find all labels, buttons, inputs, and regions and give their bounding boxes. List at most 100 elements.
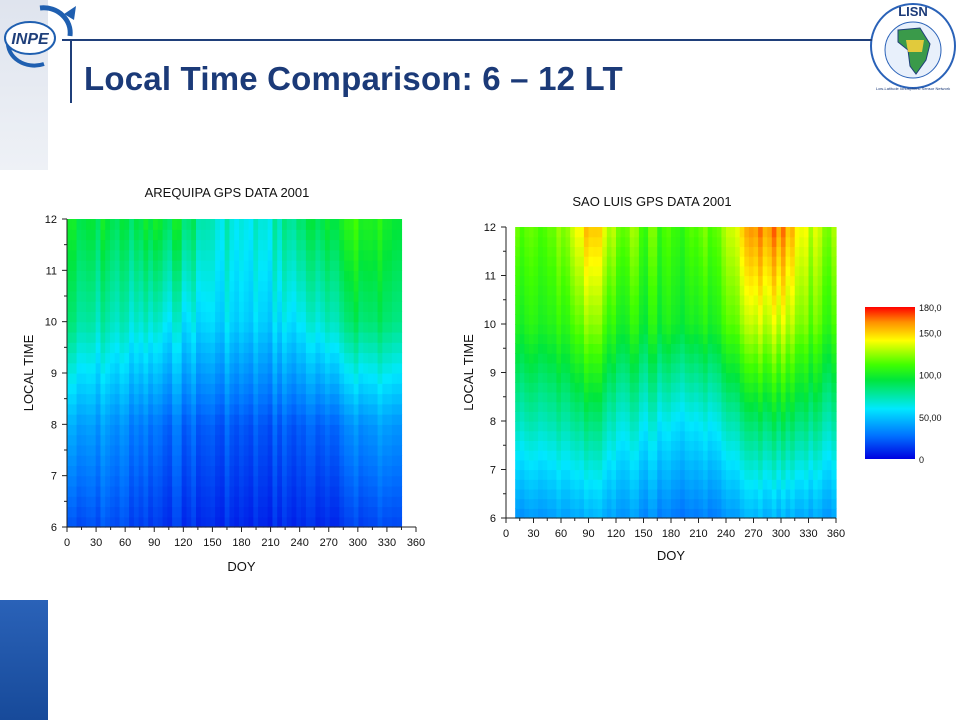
heatmap-cell [707,353,713,364]
heatmap-cell [790,362,796,374]
heatmap-cell [334,383,340,395]
heatmap-cell [698,285,704,296]
heatmap-cell [551,488,558,500]
heatmap-cell [556,421,562,432]
heatmap-cell [353,475,360,487]
heatmap-cell [781,488,787,500]
heatmap-cell [124,321,130,333]
heatmap-cell [524,459,530,471]
heatmap-cell [735,275,741,286]
heatmap-cell [239,403,245,415]
heatmap-cell [744,294,750,306]
heatmap-cell [67,311,73,323]
heatmap-cell [205,280,211,292]
heatmap-cell [739,256,745,267]
heatmap-cell [81,506,87,518]
colorbar-tick-label: 180,0 [919,303,942,313]
heatmap-cell [95,219,102,230]
heatmap-cell [524,343,530,354]
heatmap-cell [305,434,312,446]
heatmap-cell [767,421,773,432]
heatmap-cell [253,393,259,405]
heatmap-cell [611,450,617,461]
heatmap-cell [570,372,576,383]
heatmap-cell [353,516,360,528]
heatmap-cell [712,227,718,238]
heatmap-cell [272,249,278,261]
heatmap-cell [176,444,183,456]
heatmap-cell [119,229,125,241]
heatmap-cell [675,391,681,403]
heatmap-cell [234,383,240,395]
heatmap-cell [301,475,307,487]
heatmap-cell [803,498,810,509]
heatmap-cell [638,246,645,257]
heatmap-cell [556,401,562,412]
heatmap-cell [515,421,521,432]
heatmap-cell [785,488,791,500]
heatmap-cell [200,455,207,466]
heatmap-cell [90,434,97,446]
heatmap-cell [391,321,398,333]
heatmap-cell [671,294,677,306]
heatmap-cell [215,434,221,446]
heatmap-cell [110,455,116,466]
heatmap-cell [556,285,562,296]
heatmap-cell [813,372,819,383]
heatmap-cell [579,411,585,422]
heatmap-cell [735,372,741,383]
heatmap-cell [224,362,231,374]
heatmap-cell [248,465,254,477]
heatmap-cell [528,227,535,238]
heatmap-cell [382,496,388,508]
heatmap-cell [153,290,159,302]
heatmap-cell [817,508,823,519]
heatmap-cell [100,239,106,251]
heatmap-cell [310,362,317,374]
heatmap-cell [703,488,709,500]
heatmap-cell [634,411,640,422]
heatmap-cell [652,333,658,344]
heatmap-cell [363,311,369,323]
heatmap-cell [272,270,278,282]
heatmap-cell [67,331,73,343]
heatmap-cell [229,239,235,251]
heatmap-cell [258,249,264,261]
heatmap-cell [100,260,106,271]
heatmap-cell [648,362,654,374]
heatmap-cell [634,372,640,383]
heatmap-cell [579,304,585,315]
heatmap-cell [625,343,631,354]
heatmap-cell [215,362,221,374]
heatmap-cell [305,229,312,241]
heatmap-cell [634,285,640,296]
heatmap-cell [286,331,293,343]
heatmap-cell [781,382,787,393]
heatmap-cell [368,485,374,497]
heatmap-cell [243,475,250,487]
heatmap-cell [698,246,704,257]
heatmap-cell [739,353,745,364]
heatmap-cell [822,411,828,422]
heatmap-cell [67,383,73,395]
heatmap-cell [799,256,805,267]
heatmap-cell [776,285,782,296]
heatmap-cell [593,391,599,403]
heatmap-cell [583,324,590,335]
heatmap-cell [205,496,211,508]
heatmap-cell [205,342,211,354]
heatmap-cell [693,265,700,277]
heatmap-cell [684,256,690,267]
heatmap-cell [666,343,672,354]
heatmap-cell [176,331,183,343]
heatmap-cell [721,450,727,461]
heatmap-cell [661,469,668,480]
heatmap-cell [377,506,383,518]
heatmap-cell [200,465,207,477]
heatmap-cell [716,275,723,286]
heatmap-cell [826,275,833,286]
heatmap-cell [611,372,617,383]
heatmap-cell [515,275,521,286]
heatmap-cell [831,391,837,403]
heatmap-cell [753,459,759,471]
